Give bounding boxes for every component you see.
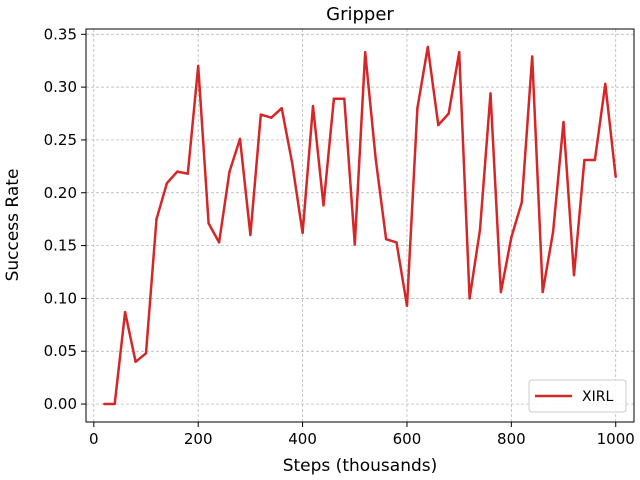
data-point bbox=[217, 241, 221, 244]
x-tick-label: 600 bbox=[393, 430, 422, 448]
data-point bbox=[290, 161, 294, 165]
data-point bbox=[176, 170, 179, 173]
x-tick-label: 0 bbox=[89, 430, 99, 448]
y-tick-label: 0.25 bbox=[44, 131, 77, 149]
data-point bbox=[103, 402, 106, 406]
data-point bbox=[270, 116, 273, 119]
legend: XIRL bbox=[528, 379, 627, 413]
data-point bbox=[499, 290, 503, 294]
chart-title: Gripper bbox=[326, 4, 394, 25]
data-point bbox=[510, 235, 513, 239]
data-point bbox=[426, 45, 430, 49]
data-point bbox=[197, 64, 200, 68]
data-point bbox=[437, 123, 440, 127]
data-point bbox=[249, 233, 252, 237]
data-point bbox=[134, 360, 137, 363]
data-point bbox=[489, 92, 492, 95]
y-tick-label: 0.05 bbox=[44, 342, 77, 360]
data-point bbox=[123, 310, 127, 314]
data-point bbox=[343, 97, 346, 100]
data-point bbox=[353, 243, 356, 246]
data-point bbox=[374, 157, 377, 161]
data-point bbox=[520, 201, 523, 204]
data-point bbox=[384, 238, 388, 241]
x-tick-label: 1000 bbox=[597, 430, 635, 448]
gridlines bbox=[86, 29, 634, 422]
data-point bbox=[604, 82, 607, 86]
data-point bbox=[583, 158, 586, 162]
x-axis-label: Steps (thousands) bbox=[283, 456, 438, 476]
data-point bbox=[572, 273, 576, 277]
y-tick-label: 0.20 bbox=[44, 184, 77, 202]
data-point bbox=[228, 170, 231, 173]
legend-box bbox=[528, 379, 627, 413]
y-tick-label: 0.15 bbox=[44, 237, 77, 255]
data-point bbox=[311, 104, 315, 108]
data-point bbox=[457, 51, 461, 54]
data-point bbox=[541, 290, 544, 294]
data-point bbox=[301, 231, 304, 235]
data-point bbox=[280, 107, 283, 110]
x-axis-ticks: 0 200 400 600 800 1000 bbox=[89, 422, 635, 448]
data-point bbox=[593, 158, 597, 162]
plot-frame bbox=[85, 28, 635, 423]
x-tick-label: 200 bbox=[184, 430, 213, 448]
data-point bbox=[405, 304, 409, 307]
y-tick-label: 0.10 bbox=[44, 289, 77, 307]
data-point bbox=[614, 175, 617, 179]
data-point bbox=[531, 55, 534, 58]
series-layer bbox=[103, 45, 617, 406]
data-point bbox=[551, 230, 555, 234]
data-point bbox=[416, 107, 419, 110]
data-point bbox=[478, 228, 482, 231]
data-point bbox=[332, 97, 336, 100]
data-point bbox=[207, 222, 210, 225]
y-tick-label: 0.00 bbox=[44, 395, 77, 413]
data-point bbox=[144, 352, 148, 355]
data-point bbox=[364, 51, 367, 54]
y-tick-label: 0.35 bbox=[44, 25, 77, 43]
data-point bbox=[562, 120, 565, 124]
data-point bbox=[259, 113, 263, 116]
y-tick-label: 0.30 bbox=[44, 78, 77, 96]
data-point bbox=[238, 137, 242, 141]
data-point bbox=[165, 182, 169, 185]
data-point bbox=[113, 402, 116, 406]
x-tick-label: 800 bbox=[497, 430, 526, 448]
data-point bbox=[322, 204, 325, 207]
series-line-xirl bbox=[104, 45, 617, 406]
data-point bbox=[395, 241, 398, 244]
legend-label: XIRL bbox=[582, 389, 613, 405]
y-axis-ticks: 0.00 0.05 0.10 0.15 0.20 0.25 0.30 0.35 bbox=[44, 25, 86, 413]
data-point bbox=[468, 297, 471, 300]
data-point bbox=[447, 112, 450, 115]
y-axis-label: Success Rate bbox=[3, 169, 23, 282]
data-point bbox=[186, 172, 189, 175]
x-tick-label: 400 bbox=[288, 430, 317, 448]
data-point bbox=[155, 217, 158, 221]
